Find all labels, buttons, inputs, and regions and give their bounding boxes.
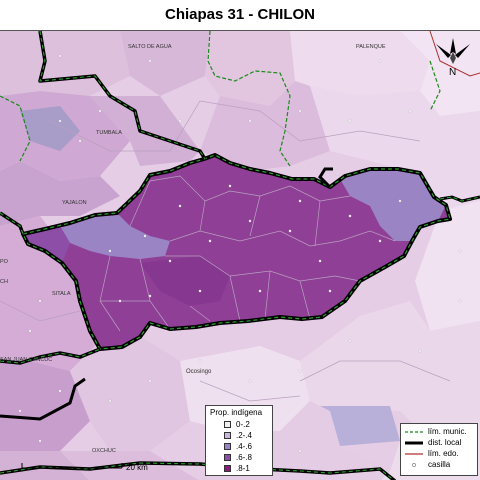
legend-label: lím. edo. — [428, 449, 459, 458]
legend-swatch — [224, 432, 231, 439]
municipality-area — [0, 161, 120, 226]
legend-swatch — [224, 421, 231, 428]
north-arrow: N — [432, 36, 474, 78]
legend-label: .6-.8 — [236, 453, 253, 462]
legend-item: lím. edo. — [405, 448, 473, 459]
legend-item: .2-.4 — [224, 430, 268, 441]
legend-item: lím. munic. — [405, 426, 473, 437]
legend-swatch — [224, 454, 231, 461]
municipality-area — [0, 361, 90, 451]
scale-bar: 20 km — [20, 458, 160, 474]
internal-boundaries — [0, 100, 451, 402]
place-label: SALTO DE AGUA — [128, 44, 172, 50]
district-subarea — [60, 213, 170, 259]
place-label: Ocosingo — [186, 369, 212, 375]
legend-proportion: Prop. indígena 0-.2 .2-.4 .4-.6 .6-.8 .8… — [205, 405, 273, 476]
legend-item: casilla — [405, 459, 473, 470]
municipality-area — [70, 336, 190, 451]
municipality-area — [0, 216, 95, 371]
legend-swatch — [224, 443, 231, 450]
legend-label: .8-1 — [236, 464, 250, 473]
place-label: YAJALON — [62, 200, 87, 206]
municipality-area — [20, 106, 80, 151]
place-label: CH — [0, 279, 8, 285]
map-title: Chiapas 31 - CHILON — [0, 0, 480, 30]
legend-item: .4-.6 — [224, 441, 268, 452]
scale-label: 20 km — [126, 463, 148, 472]
legend-item: dist. local — [405, 437, 473, 448]
place-label: TUMBALA — [96, 130, 122, 136]
casilla-points — [18, 54, 462, 453]
municipality-area — [310, 86, 480, 211]
legend-item: .8-1 — [224, 463, 268, 474]
legend-label: .2-.4 — [236, 431, 253, 440]
legend-title: Prop. indígena — [210, 408, 263, 417]
place-label: SITALA — [52, 291, 71, 297]
legend-label: 0-.2 — [236, 420, 250, 429]
legend-item: 0-.2 — [224, 419, 268, 430]
place-label: PO — [0, 259, 9, 265]
place-label: PALENQUE — [356, 44, 386, 50]
legend-label: dist. local — [428, 438, 462, 447]
municipality-area — [415, 201, 480, 331]
state-boundary — [429, 31, 480, 77]
compass-icon: N — [436, 38, 470, 78]
legend-label: casilla — [428, 460, 451, 469]
place-label: OXCHUC — [92, 448, 116, 454]
district-subarea — [23, 226, 70, 263]
municipality-area — [290, 31, 430, 96]
municipality-area — [205, 31, 295, 106]
municipal-boundary-lines — [0, 31, 441, 167]
legend-lines: lím. munic. dist. local lím. edo. casill… — [400, 423, 478, 476]
place-label: SAN JUAN CANCUC — [0, 357, 52, 363]
north-label: N — [449, 67, 456, 78]
legend-label: .4-.6 — [236, 442, 253, 451]
legend-swatch — [224, 465, 231, 472]
district-subarea — [140, 256, 230, 306]
municipality-area — [300, 301, 480, 431]
municipality-area — [320, 406, 400, 446]
district-subarea — [340, 169, 446, 241]
municipality-area — [120, 31, 210, 96]
legend-label: lím. munic. — [428, 427, 467, 436]
legend-item: .6-.8 — [224, 452, 268, 463]
municipality-area — [200, 81, 330, 171]
